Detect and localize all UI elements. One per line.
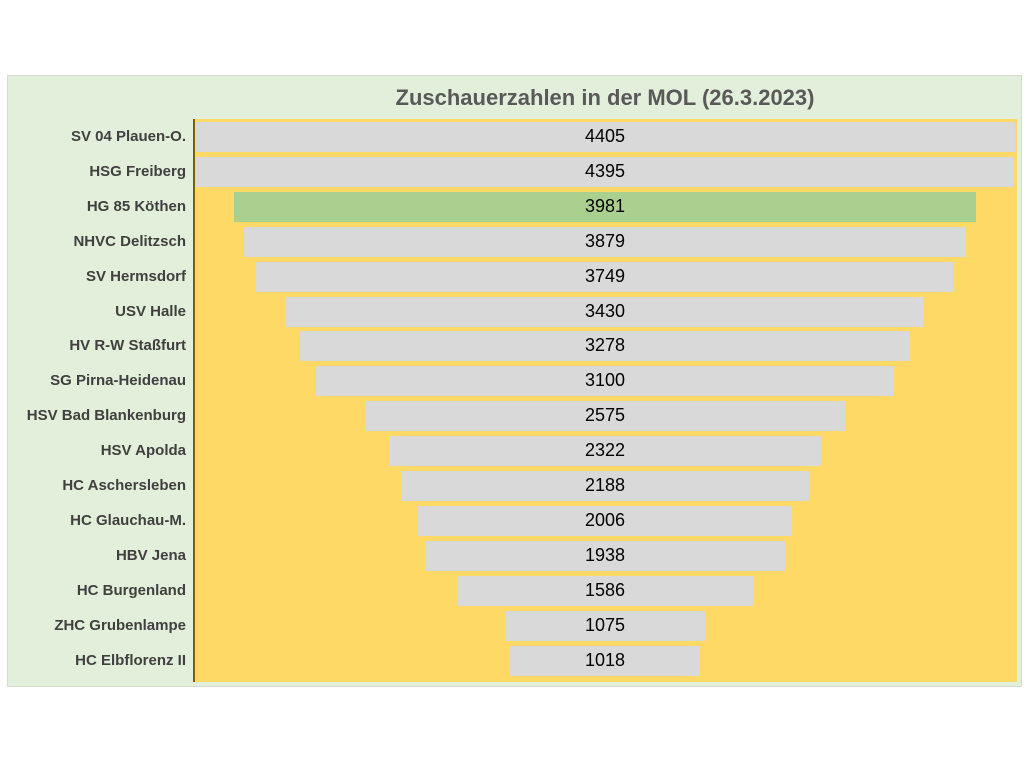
value-label: 2322 (584, 440, 626, 461)
category-label: HSV Apolda (100, 442, 186, 460)
bar-15 (504, 610, 706, 641)
value-label: 2575 (584, 405, 626, 426)
bar-5 (256, 261, 954, 292)
bar-1 (195, 122, 1015, 152)
bar-11 (401, 471, 809, 501)
value-label: 1586 (584, 579, 626, 600)
category-label: HG 85 Köthen (86, 197, 186, 215)
category-label: HC Burgenland (76, 581, 186, 599)
value-label: 1018 (584, 649, 626, 670)
bar-3 (234, 191, 976, 222)
category-label: SV Hermsdorf (85, 267, 186, 285)
category-label: SG Pirna-Heidenau (50, 372, 186, 390)
value-label: 1938 (584, 544, 626, 565)
bar-12 (418, 505, 792, 536)
value-label: 3981 (584, 195, 626, 216)
category-label: HV R-W Staßfurt (69, 337, 186, 355)
category-label: SV 04 Plauen-O. (70, 128, 186, 145)
value-label: 3430 (584, 300, 626, 321)
bar-8 (316, 366, 894, 397)
value-label: 4395 (584, 160, 626, 181)
category-label: USV Halle (115, 302, 186, 320)
category-label: HSG Freiberg (89, 162, 186, 180)
chart-title: Zuschauerzahlen in der MOL (26.3.2023) (395, 85, 815, 110)
category-label: HC Aschersleben (62, 477, 186, 494)
value-label: 3749 (584, 265, 626, 286)
value-label: 4405 (584, 126, 626, 146)
category-label: ZHC Grubenlampe (54, 616, 186, 634)
bar-4 (243, 226, 967, 257)
value-label: 3100 (584, 370, 626, 391)
value-label: 3278 (584, 335, 626, 356)
value-label: 2006 (584, 509, 626, 530)
category-label: NHVC Delitzsch (73, 232, 186, 250)
bar-13 (424, 540, 786, 571)
bar-9 (365, 401, 845, 432)
bar-2 (195, 156, 1015, 187)
category-label: HC Elbflorenz II (75, 651, 186, 669)
category-label: HSV Bad Blankenburg (26, 407, 186, 425)
bar-6 (285, 296, 925, 327)
bar-14 (457, 575, 753, 606)
value-label: 1075 (584, 614, 626, 635)
category-label: HC Glauchau-M. (70, 511, 186, 529)
bar-10 (388, 436, 822, 467)
bar-7 (299, 331, 911, 362)
value-label: 2188 (584, 475, 626, 495)
value-label: 3879 (584, 230, 626, 251)
bar-16 (510, 645, 700, 676)
category-label: HBV Jena (115, 546, 186, 564)
